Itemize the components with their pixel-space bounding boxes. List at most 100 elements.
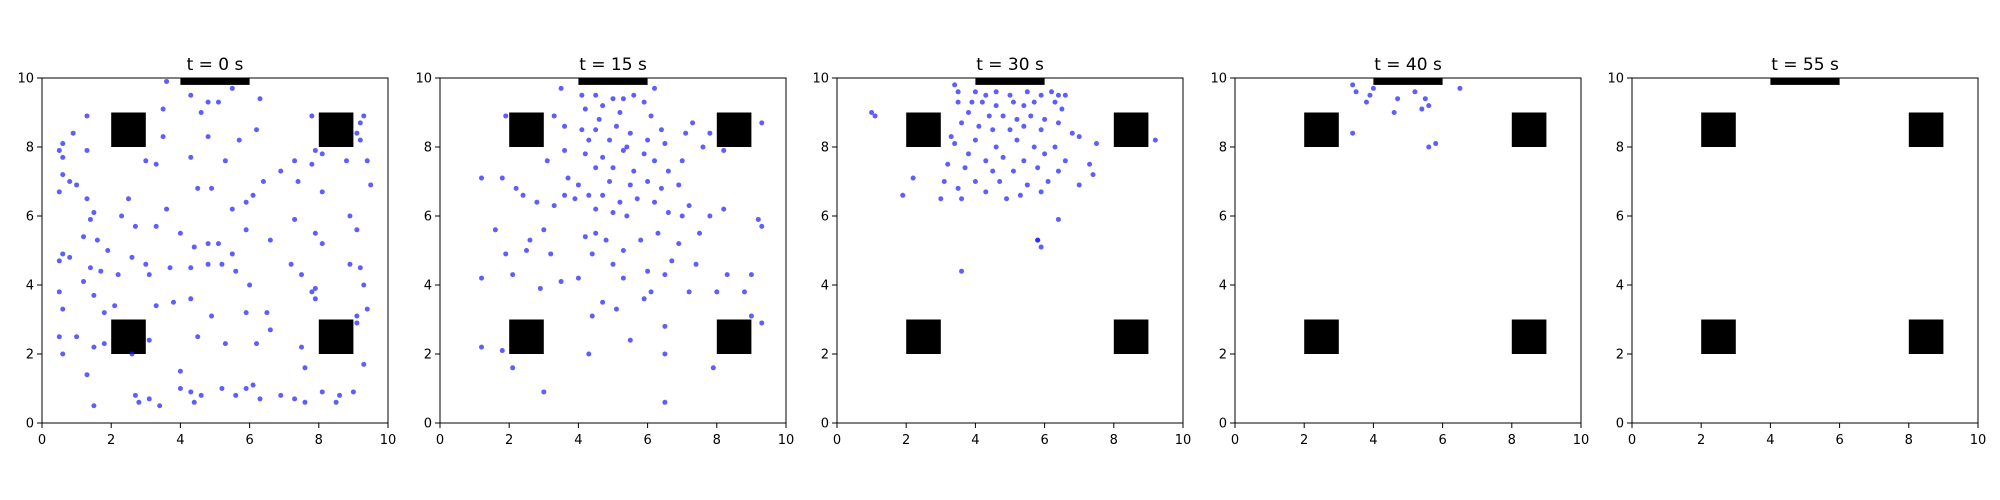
scatter-point (243, 310, 249, 316)
scatter-point (153, 303, 159, 309)
scatter-point (209, 185, 215, 191)
scatter-point (503, 251, 509, 257)
scatter-points (479, 85, 765, 405)
scatter-point (67, 254, 73, 260)
y-tick-label: 6 (1219, 210, 1227, 225)
scatter-point (955, 89, 961, 95)
scatter-point (544, 158, 550, 164)
y-tick-label: 8 (424, 141, 432, 156)
scatter-point (1433, 141, 1439, 147)
scatter-point (257, 396, 263, 402)
scatter-point (479, 175, 485, 181)
scatter-point (188, 92, 194, 98)
scatter-point (267, 237, 273, 243)
scatter-point (129, 254, 135, 260)
y-tick-label: 10 (1607, 72, 1624, 87)
scatter-point (188, 296, 194, 302)
scatter-point (965, 110, 971, 115)
obstacle-block (509, 112, 544, 147)
scatter-point (267, 327, 273, 333)
scatter-point (1017, 192, 1023, 198)
scatter-point (1014, 137, 1020, 143)
scatter-point (1426, 103, 1432, 109)
scatter-point (84, 113, 90, 119)
scatter-point (60, 172, 66, 178)
scatter-point (1367, 92, 1373, 98)
scatter-point (593, 92, 599, 98)
obstacle-block (1701, 319, 1736, 354)
scatter-point (638, 237, 644, 243)
scatter-point (503, 113, 509, 119)
y-tick-label: 4 (424, 279, 432, 294)
x-tick-label: 6 (1438, 433, 1446, 448)
scatter-point (652, 158, 658, 164)
scatter-point (645, 268, 651, 274)
scatter-point (551, 203, 557, 209)
scatter-point (222, 158, 228, 164)
obstacle-block (318, 112, 354, 147)
exit-door (180, 78, 250, 85)
scatter-point (617, 199, 623, 205)
scatter-point (1055, 168, 1061, 174)
scatter-point (254, 341, 260, 347)
scatter-point (188, 265, 194, 271)
y-tick-label: 0 (1616, 417, 1624, 432)
scatter-point (347, 261, 353, 267)
scatter-point (302, 399, 308, 405)
scatter-point (952, 82, 958, 88)
x-tick-label: 4 (971, 433, 979, 448)
scatter-point (652, 85, 658, 91)
scatter-point (562, 192, 568, 198)
obstacle-block (1304, 112, 1339, 147)
x-tick-label: 4 (1766, 433, 1774, 448)
scatter-point (1370, 85, 1376, 91)
obstacle-block (716, 112, 752, 147)
scatter-point (938, 196, 944, 202)
scatter-point (119, 213, 125, 219)
scatter-point (319, 189, 325, 195)
scatter-point (91, 403, 97, 409)
scatter-point (319, 241, 325, 247)
scatter-point (541, 227, 547, 233)
scatter-point (641, 296, 647, 302)
scatter-point (132, 223, 138, 229)
scatter-point (81, 234, 87, 240)
scatter-point (721, 147, 727, 153)
scatter-point (755, 216, 761, 222)
scatter-point (198, 392, 204, 398)
scatter-point (164, 78, 170, 84)
scatter-point (243, 386, 249, 391)
scatter-point (236, 137, 242, 143)
scatter-point (582, 106, 588, 112)
scatter-point (669, 258, 675, 264)
axes-frame (836, 77, 1184, 424)
scatter-point (1010, 99, 1016, 105)
x-tick-label: 6 (1835, 433, 1843, 448)
y-tick-label: 2 (26, 348, 34, 363)
scatter-point (292, 396, 298, 402)
scatter-point (593, 127, 599, 133)
scatter-point (361, 361, 367, 367)
scatter-point (993, 144, 999, 150)
scatter-point (1412, 89, 1418, 95)
scatter-point (952, 141, 958, 147)
scatter-point (665, 210, 671, 216)
scatter-point (527, 237, 533, 243)
scatter-point (1014, 116, 1020, 122)
obstacle-block (1908, 319, 1944, 354)
scatter-point (1021, 103, 1027, 109)
scatter-point (534, 199, 540, 205)
scatter-point (1055, 120, 1061, 126)
scatter-point (1062, 92, 1068, 98)
exit-door (578, 78, 648, 85)
scatter-point (87, 216, 93, 222)
obstacle-block (1701, 112, 1736, 147)
scatter-point (941, 179, 947, 184)
scatter-point (215, 99, 221, 105)
scatter-point (600, 192, 606, 198)
scatter-point (153, 223, 159, 229)
scatter-point (969, 99, 975, 105)
scatter-point (309, 113, 315, 119)
scatter-point (1038, 92, 1044, 98)
scatter-point (662, 351, 668, 357)
